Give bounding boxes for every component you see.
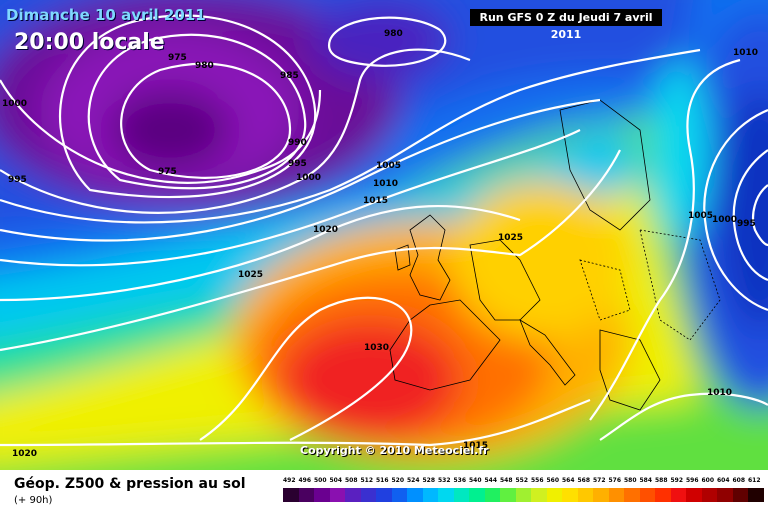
isobar-label: 980 — [384, 29, 403, 39]
legend-tick-label: 524 — [407, 477, 420, 484]
isobar-label: 1010 — [733, 48, 758, 58]
lead-time: (+ 90h) — [14, 495, 53, 506]
forecast-time: 20:00 locale — [14, 30, 165, 55]
legend-tick-label: 556 — [531, 477, 544, 484]
isobar-label: 1010 — [707, 388, 732, 398]
run-info: Run GFS 0 Z du Jeudi 7 avril 2011 — [470, 9, 662, 41]
isobar-label: 1015 — [363, 196, 388, 206]
legend-color-swatch — [515, 488, 531, 502]
legend-tick-label: 528 — [422, 477, 436, 484]
isobar-label: 980 — [195, 61, 214, 71]
isobar-label: 975 — [158, 167, 177, 177]
legend-tick-label: 548 — [500, 477, 513, 484]
legend-color-swatch — [500, 488, 516, 502]
legend-color-swatch — [701, 488, 717, 502]
legend-tick-label: 604 — [717, 477, 730, 484]
isobar-label: 1000 — [296, 173, 321, 183]
legend-color-swatch — [376, 488, 392, 502]
legend-color-swatch — [283, 488, 299, 502]
isobar-label: 1025 — [238, 270, 263, 280]
legend-color-swatch — [670, 488, 686, 502]
legend-tick-label: 576 — [608, 477, 622, 484]
legend-color-swatch — [298, 488, 314, 502]
legend-tick-label: 588 — [655, 477, 668, 484]
legend-tick-label: 592 — [670, 477, 684, 484]
legend-color-swatch — [531, 488, 547, 502]
isobar-label: 1020 — [313, 225, 338, 235]
legend-color-swatch — [329, 488, 345, 502]
map-title: Géop. Z500 & pression au sol — [14, 476, 246, 492]
copyright-notice: Copyright © 2010 Meteociel.fr — [300, 444, 489, 457]
legend-color-swatch — [391, 488, 407, 502]
legend-color-swatch — [314, 488, 330, 502]
legend-color-swatch — [748, 488, 764, 502]
geopotential-color-field — [0, 0, 768, 470]
legend-tick-label: 532 — [438, 477, 451, 484]
legend-tick-label: 540 — [469, 477, 482, 484]
isobar-label: 975 — [168, 53, 187, 63]
legend-tick-label: 536 — [453, 477, 467, 484]
legend-tick-label: 504 — [329, 477, 343, 484]
legend-color-swatch — [360, 488, 376, 502]
legend-color-swatch — [655, 488, 671, 502]
legend-tick-label: 516 — [376, 477, 389, 484]
legend-tick-label: 600 — [701, 477, 715, 484]
legend-color-swatch — [639, 488, 655, 502]
isobar-label: 1005 — [376, 161, 401, 171]
isobar-label: 985 — [280, 71, 299, 81]
legend-color-swatch — [717, 488, 733, 502]
legend-color-swatch — [422, 488, 438, 502]
legend-color-swatch — [686, 488, 702, 502]
legend-tick-label: 512 — [360, 477, 374, 484]
legend-color-swatch — [469, 488, 485, 502]
isobar-label: 995 — [288, 159, 307, 169]
legend-tick-label: 492 — [283, 477, 296, 484]
footer-bar: Géop. Z500 & pression au sol (+ 90h) 492… — [0, 470, 768, 512]
legend-tick-label: 584 — [639, 477, 653, 484]
legend-color-swatch — [407, 488, 423, 502]
legend-color-swatch — [484, 488, 500, 502]
isobar-lines — [0, 14, 768, 447]
legend-color-swatch — [546, 488, 562, 502]
legend-tick-label: 508 — [345, 477, 358, 484]
legend-tick-label: 552 — [515, 477, 529, 484]
legend-color-swatch — [345, 488, 361, 502]
legend-tick-label: 580 — [624, 477, 637, 484]
legend-tick-label: 572 — [593, 477, 606, 484]
isobar-label: 990 — [288, 138, 307, 148]
isobar-labels: 975 980 980 985 990 995 1000 1005 1010 1… — [2, 29, 758, 459]
isobar-label: 1015 — [463, 441, 488, 451]
legend-tick-label: 564 — [562, 477, 575, 484]
legend-color-swatch — [577, 488, 593, 502]
legend-color-swatch — [624, 488, 640, 502]
legend-color-swatch — [732, 488, 748, 502]
isobar-label: 1030 — [364, 343, 389, 353]
legend-tick-label: 596 — [686, 477, 699, 484]
legend-tick-label: 496 — [298, 477, 312, 484]
legend-tick-label: 560 — [546, 477, 560, 484]
isobar-label: 995 — [8, 175, 27, 185]
isobar-label: 995 — [737, 219, 756, 229]
isobar-label: 1020 — [12, 449, 37, 459]
legend-tick-label: 520 — [391, 477, 405, 484]
legend-tick-label: 568 — [577, 477, 591, 484]
legend-color-swatch — [453, 488, 469, 502]
isobar-label: 1005 — [688, 211, 713, 221]
legend-color-swatch — [562, 488, 578, 502]
legend-color-swatch — [593, 488, 609, 502]
legend-color-swatch — [608, 488, 624, 502]
legend-tick-label: 612 — [748, 477, 761, 484]
legend-color-swatch — [438, 488, 454, 502]
legend-tick-label: 544 — [484, 477, 498, 484]
forecast-date: Dimanche 10 avril 2011 — [6, 6, 206, 24]
geopotential-map: 975 980 980 985 990 995 1000 1005 1010 1… — [0, 0, 768, 470]
legend-tick-label: 608 — [732, 477, 746, 484]
isobar-label: 1000 — [2, 99, 27, 109]
legend-tick-label: 500 — [314, 477, 327, 484]
isobar-label: 1000 — [712, 215, 737, 225]
isobar-label: 1025 — [498, 233, 523, 243]
isobar-label: 1010 — [373, 179, 398, 189]
